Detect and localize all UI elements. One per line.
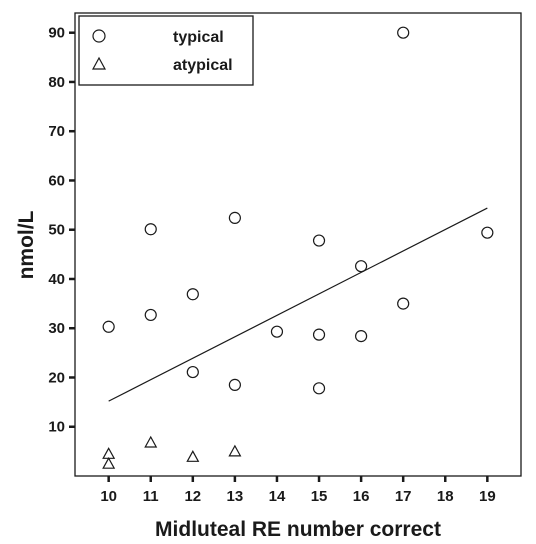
typical-point: [312, 328, 326, 341]
typical-point: [144, 308, 157, 322]
typical-point: [144, 223, 157, 236]
typical-point: [270, 325, 284, 338]
x-tick-label: 12: [184, 488, 201, 505]
legend: typical atypical: [78, 15, 254, 86]
x-tick-label: 10: [100, 488, 117, 505]
typical-point: [312, 382, 326, 395]
x-tick-label: 16: [353, 488, 370, 505]
typical-point: [102, 320, 115, 333]
atypical-point: [144, 435, 158, 448]
y-tick-label: 80: [48, 74, 65, 91]
y-tick-label: 40: [48, 271, 65, 288]
x-tick-label: 18: [437, 488, 454, 505]
data-markers: [102, 26, 494, 469]
atypical-point: [228, 444, 242, 457]
typical-point: [481, 226, 494, 239]
atypical-point: [186, 450, 200, 462]
y-tick-label: 10: [48, 419, 65, 436]
x-tick-label: 13: [227, 488, 244, 505]
x-axis-ticks: 10 11 12 13 14 15 16 17 18 19: [100, 476, 496, 505]
typical-point: [355, 260, 368, 273]
legend-label-typical: typical: [173, 29, 224, 46]
x-tick-label: 11: [143, 488, 159, 505]
legend-circle-icon: [92, 29, 106, 43]
y-tick-label: 70: [48, 123, 65, 140]
x-tick-label: 19: [479, 488, 496, 505]
atypical-point: [102, 456, 116, 469]
typical-point: [228, 378, 241, 391]
legend-triangle-icon: [91, 56, 107, 70]
y-tick-label: 20: [48, 369, 65, 386]
typical-point: [312, 234, 326, 247]
x-axis-title: Midluteal RE number correct: [155, 518, 441, 541]
typical-point: [397, 26, 410, 39]
typical-point: [397, 297, 410, 310]
legend-box: [78, 15, 254, 86]
y-tick-label: 60: [48, 172, 65, 189]
y-tick-label: 50: [48, 222, 65, 239]
regression-line: [108, 207, 488, 402]
typical-point: [186, 288, 199, 301]
y-tick-label: 90: [48, 25, 65, 42]
y-tick-label: 30: [48, 320, 65, 337]
typical-point: [186, 365, 199, 379]
legend-label-atypical: atypical: [173, 57, 233, 74]
plot-area: [74, 12, 522, 477]
atypical-point: [102, 447, 116, 459]
typical-point: [355, 330, 368, 343]
x-tick-label: 17: [395, 488, 412, 505]
typical-point: [228, 211, 241, 225]
y-axis-title: nmol/L: [15, 210, 38, 279]
x-tick-label: 14: [269, 488, 286, 505]
x-tick-label: 15: [311, 488, 328, 505]
y-axis-ticks: 10 20 30 40 50 60 70 80 90: [48, 25, 75, 436]
